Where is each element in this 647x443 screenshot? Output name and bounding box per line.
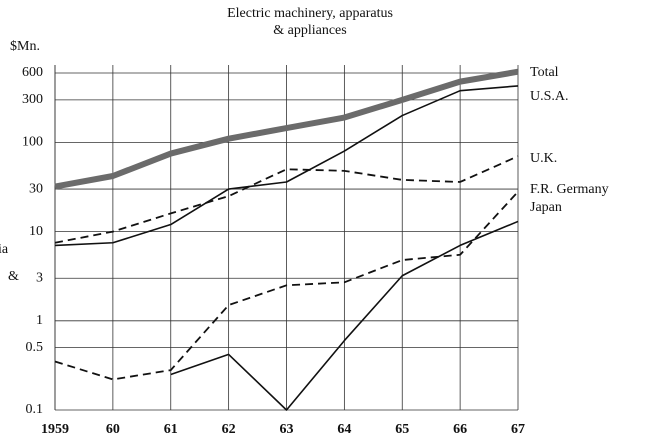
x-tick-label: 66 xyxy=(453,422,467,437)
y-tick-label: 3 xyxy=(36,270,43,285)
y-axis-label: $Mn. xyxy=(10,39,40,54)
y-tick-label: 600 xyxy=(22,65,43,80)
x-tick-label: 67 xyxy=(511,422,525,437)
chart-title: Electric machinery, apparatus xyxy=(227,6,393,21)
y-tick-label: 0.1 xyxy=(26,402,44,417)
x-tick-label: 1959 xyxy=(41,422,69,437)
series-label: Total xyxy=(530,65,559,80)
series-line xyxy=(170,220,519,411)
series-label: U.S.A. xyxy=(530,89,569,104)
x-tick-label: 63 xyxy=(280,422,294,437)
series-label: Japan xyxy=(530,200,562,215)
y-tick-label: 10 xyxy=(29,224,43,239)
x-tick-label: 64 xyxy=(337,422,351,437)
cropped-text: & xyxy=(8,269,19,284)
y-tick-label: 1 xyxy=(36,313,43,328)
x-tick-label: 62 xyxy=(222,422,236,437)
series-label: F.R. Germany xyxy=(530,182,609,197)
chart-title: & appliances xyxy=(273,23,346,38)
series-label: U.K. xyxy=(530,151,557,166)
series-line xyxy=(54,191,519,381)
y-tick-label: 100 xyxy=(22,135,43,150)
y-tick-label: 0.5 xyxy=(26,340,44,355)
y-tick-label: 300 xyxy=(22,92,43,107)
x-tick-label: 60 xyxy=(106,422,120,437)
cropped-text: ia xyxy=(0,242,9,257)
x-tick-label: 65 xyxy=(395,422,409,437)
series-line xyxy=(54,68,519,190)
series-line xyxy=(54,155,519,244)
x-tick-label: 61 xyxy=(164,422,178,437)
series-line xyxy=(54,85,519,247)
y-tick-label: 30 xyxy=(29,181,43,196)
